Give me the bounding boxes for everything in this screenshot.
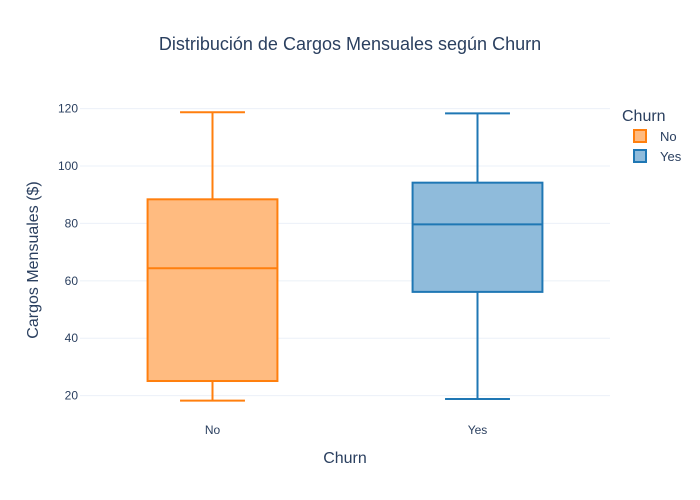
- chart-title: Distribución de Cargos Mensuales según C…: [159, 34, 541, 54]
- box-no: [146, 111, 279, 402]
- x-tick-label: No: [205, 423, 221, 437]
- y-tick-label: 80: [65, 216, 79, 230]
- legend-swatch: [633, 149, 647, 163]
- x-tick-labels: No Yes: [205, 423, 487, 437]
- legend-item-no: No: [633, 129, 677, 144]
- legend-item-yes: Yes: [633, 149, 682, 164]
- x-axis-title: Churn: [323, 450, 367, 467]
- y-tick-label: 120: [58, 102, 78, 116]
- y-axis-title: Cargos Mensuales ($): [25, 181, 42, 338]
- iqr-box: [146, 198, 279, 383]
- y-tick-label: 60: [65, 274, 79, 288]
- y-tick-labels: 20 40 60 80 100 120: [58, 102, 78, 403]
- box-yes: [411, 112, 544, 400]
- y-tick-label: 100: [58, 159, 78, 173]
- legend-label: Yes: [660, 149, 682, 164]
- legend: Churn No Yes: [622, 108, 682, 164]
- legend-title: Churn: [622, 108, 666, 125]
- x-tick-label: Yes: [468, 423, 488, 437]
- y-tick-label: 20: [65, 389, 79, 403]
- legend-swatch: [633, 129, 647, 143]
- legend-label: No: [660, 129, 677, 144]
- y-tick-label: 40: [65, 331, 79, 345]
- boxes: [146, 111, 544, 402]
- iqr-box: [411, 181, 544, 293]
